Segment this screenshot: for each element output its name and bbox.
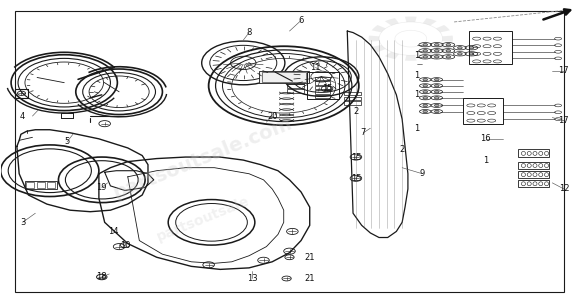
Circle shape — [434, 78, 439, 81]
Circle shape — [469, 52, 474, 55]
Circle shape — [446, 56, 450, 58]
Bar — [316, 77, 330, 80]
Bar — [287, 80, 304, 84]
Text: 1: 1 — [414, 124, 419, 133]
Wedge shape — [436, 25, 450, 32]
Wedge shape — [372, 25, 386, 32]
Bar — [47, 182, 55, 188]
Bar — [25, 181, 57, 189]
Circle shape — [434, 91, 439, 93]
Bar — [26, 182, 34, 188]
Text: 18: 18 — [97, 272, 107, 282]
Text: partsoutsale.com: partsoutsale.com — [111, 114, 295, 203]
Text: 19: 19 — [97, 183, 107, 192]
Text: 15: 15 — [322, 84, 332, 93]
Text: 15: 15 — [351, 174, 361, 183]
Bar — [468, 31, 512, 64]
Bar — [36, 182, 45, 188]
Text: partsoutsale: partsoutsale — [154, 194, 251, 244]
Bar — [518, 162, 549, 169]
Bar — [316, 90, 330, 94]
Wedge shape — [436, 45, 450, 52]
Text: 11: 11 — [310, 63, 321, 72]
Text: 17: 17 — [559, 66, 569, 75]
Bar — [262, 72, 306, 82]
Text: 21: 21 — [305, 253, 315, 262]
Circle shape — [423, 91, 427, 93]
Circle shape — [423, 78, 427, 81]
Text: 9: 9 — [420, 169, 425, 178]
Wedge shape — [385, 18, 399, 26]
Text: 20: 20 — [267, 112, 277, 120]
Text: 6: 6 — [298, 16, 304, 25]
Circle shape — [423, 84, 427, 87]
Text: 1: 1 — [414, 51, 419, 60]
Circle shape — [423, 104, 427, 107]
Circle shape — [423, 110, 427, 113]
Wedge shape — [442, 36, 453, 42]
Circle shape — [423, 97, 427, 99]
Text: 5: 5 — [64, 137, 69, 146]
Circle shape — [457, 47, 462, 49]
Circle shape — [423, 50, 427, 52]
Text: 3: 3 — [20, 218, 25, 227]
Bar — [307, 72, 339, 99]
Text: 1: 1 — [414, 90, 419, 99]
Text: 8: 8 — [247, 28, 252, 37]
Bar — [259, 71, 309, 83]
Wedge shape — [423, 52, 437, 59]
Text: 2: 2 — [400, 145, 405, 154]
Bar — [287, 84, 304, 88]
Text: 2: 2 — [353, 107, 358, 116]
Circle shape — [434, 44, 439, 46]
Bar — [316, 86, 330, 89]
Bar — [518, 180, 549, 187]
Circle shape — [446, 50, 450, 52]
Text: 17: 17 — [559, 116, 569, 125]
Circle shape — [423, 56, 427, 58]
Circle shape — [434, 110, 439, 113]
Bar — [345, 97, 361, 100]
Circle shape — [434, 56, 439, 58]
Bar — [316, 81, 330, 85]
Circle shape — [423, 44, 427, 46]
Wedge shape — [372, 45, 386, 52]
Wedge shape — [423, 18, 437, 26]
Circle shape — [469, 47, 474, 49]
Bar — [345, 101, 361, 105]
Wedge shape — [405, 16, 417, 22]
Bar — [463, 98, 503, 124]
Text: 1: 1 — [414, 70, 419, 80]
Bar — [345, 92, 361, 95]
Circle shape — [457, 52, 462, 55]
Text: 15: 15 — [351, 152, 361, 162]
Text: 7: 7 — [361, 128, 366, 137]
Bar — [518, 149, 549, 157]
Text: 10: 10 — [120, 241, 130, 249]
Bar — [287, 89, 304, 93]
Circle shape — [434, 104, 439, 107]
Circle shape — [446, 44, 450, 46]
Text: 4: 4 — [20, 112, 25, 120]
Wedge shape — [385, 52, 399, 59]
Text: 21: 21 — [305, 274, 315, 283]
Circle shape — [434, 50, 439, 52]
Text: 14: 14 — [108, 227, 119, 236]
Text: 1: 1 — [483, 156, 489, 165]
Bar — [316, 95, 330, 99]
Bar — [518, 171, 549, 178]
Text: 12: 12 — [559, 185, 569, 193]
Wedge shape — [405, 55, 417, 61]
Wedge shape — [369, 36, 379, 42]
Text: 13: 13 — [247, 274, 257, 283]
Text: 16: 16 — [481, 134, 491, 143]
Circle shape — [434, 97, 439, 99]
Circle shape — [434, 84, 439, 87]
